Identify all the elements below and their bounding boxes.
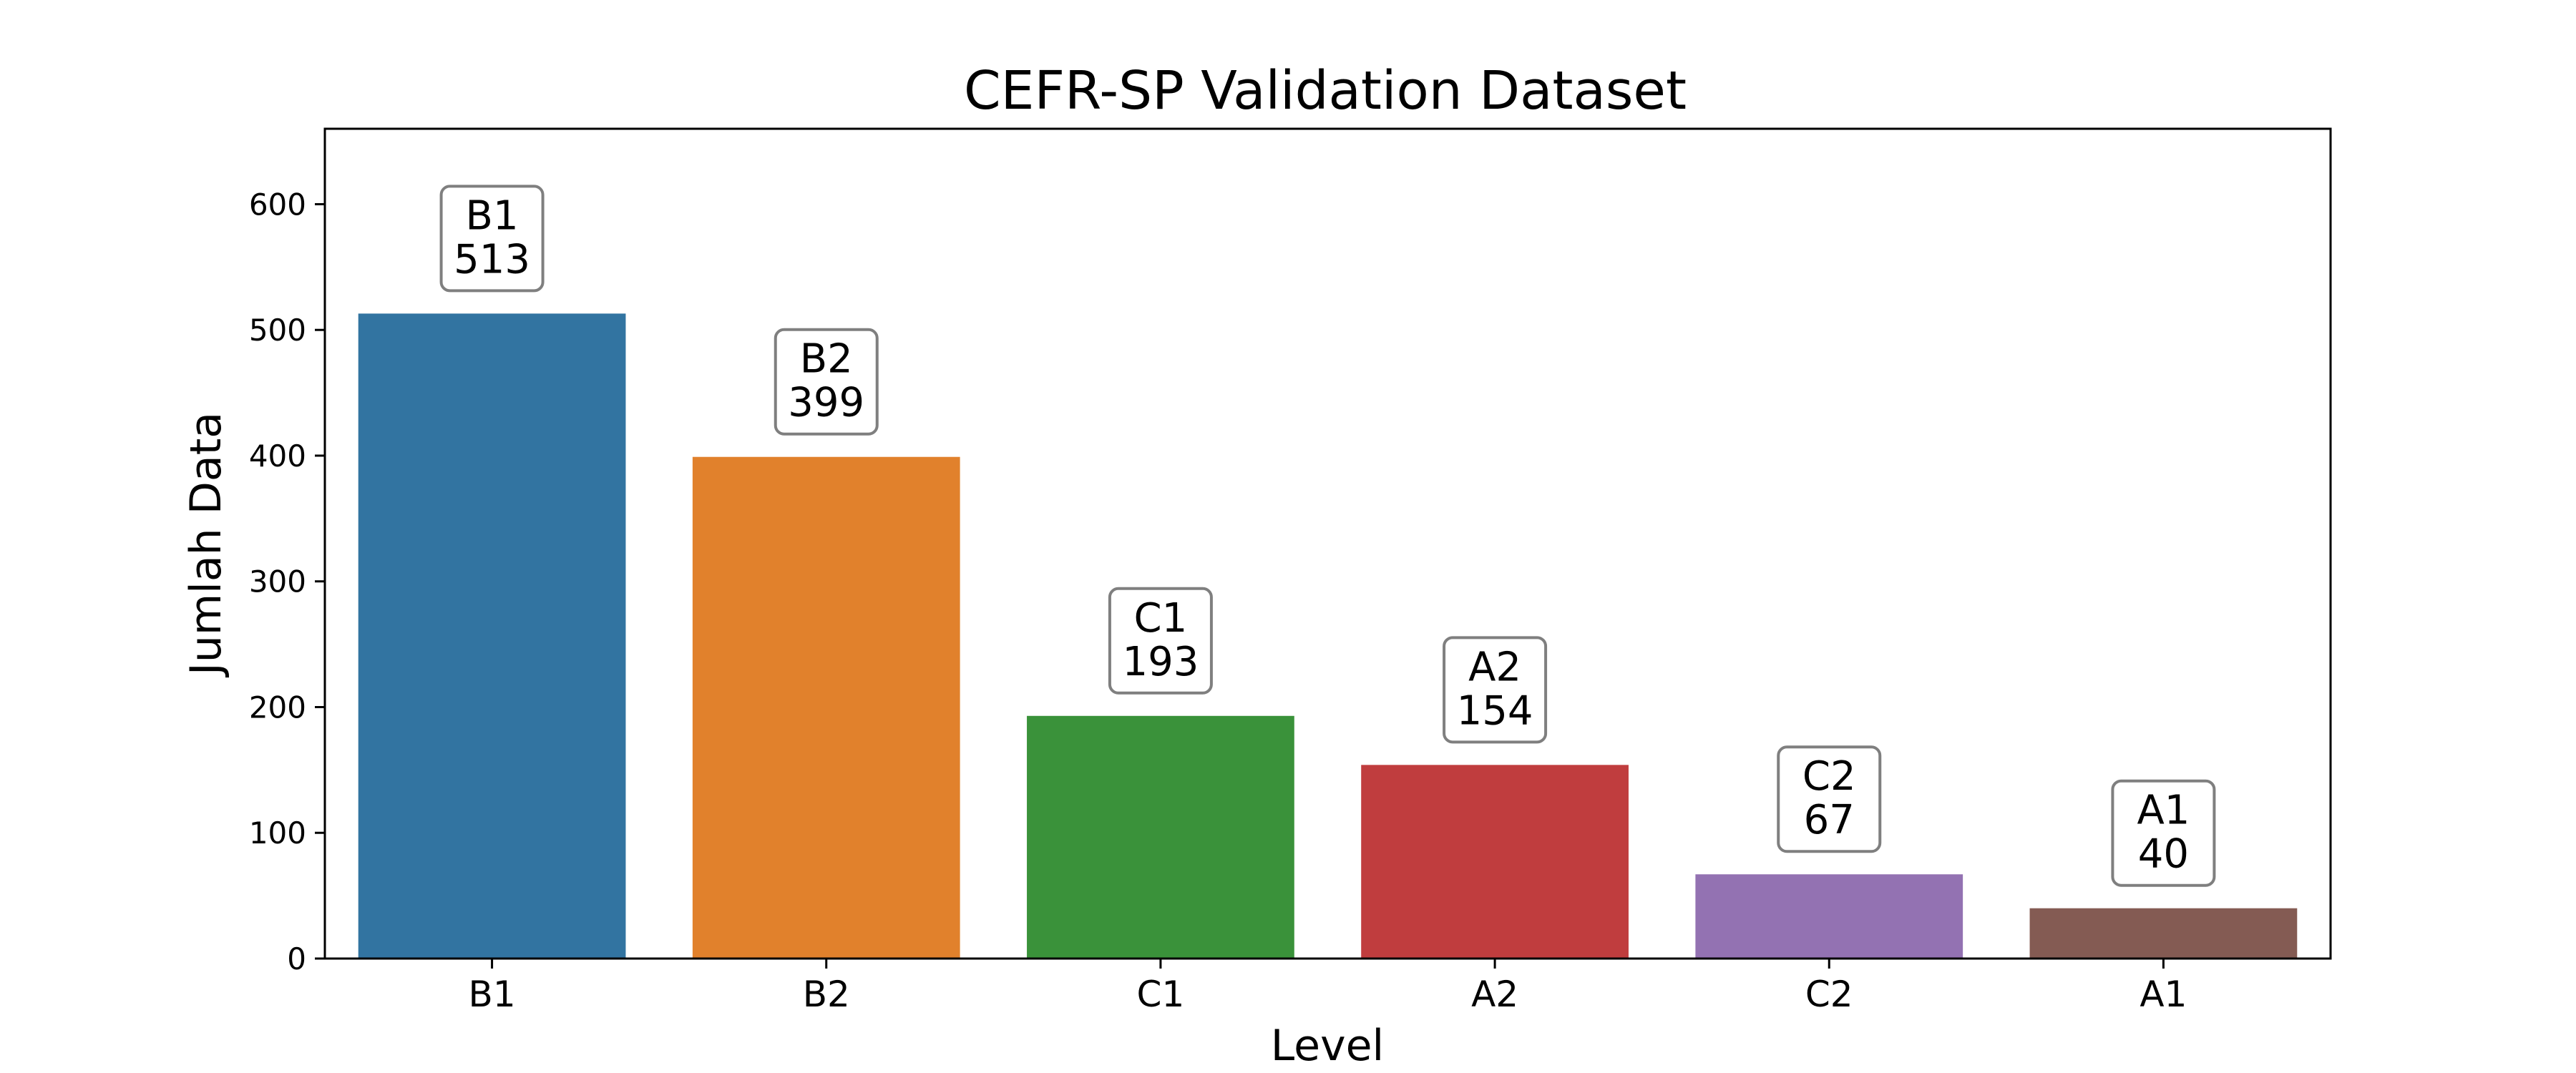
bar-c2	[1695, 874, 1963, 959]
data-label-value: 399	[788, 380, 864, 426]
y-tick-label: 400	[249, 438, 306, 474]
data-label-category: B1	[466, 192, 519, 239]
data-label-category: C2	[1802, 753, 1856, 800]
data-label-box	[1443, 636, 1548, 744]
data-label-category: B2	[800, 336, 853, 383]
data-label-box	[1108, 587, 1213, 695]
data-label-value: 67	[1804, 797, 1855, 843]
data-label-value: 40	[2138, 831, 2189, 878]
x-axis-label: Level	[1271, 1021, 1384, 1071]
axes-frame	[323, 127, 2332, 960]
y-tick-label: 0	[287, 941, 306, 976]
y-tick-label: 100	[249, 815, 306, 851]
x-tick-label: B2	[803, 974, 850, 1015]
x-tick-label: A2	[1471, 974, 1518, 1015]
data-label-value: 513	[454, 236, 530, 283]
bar-b2	[692, 456, 960, 959]
bar-a1	[2029, 908, 2298, 959]
data-label-value: 154	[1457, 687, 1533, 734]
y-axis-label: Jumlah Data	[181, 412, 231, 678]
x-tick-label: B1	[469, 974, 516, 1015]
y-tick-label: 600	[249, 187, 306, 222]
data-label-box	[439, 185, 545, 293]
chart-title: CEFR-SP Validation Dataset	[964, 60, 1687, 122]
bar-c1	[1027, 715, 1294, 959]
y-tick-label: 300	[249, 564, 306, 599]
data-label-category: C1	[1134, 595, 1188, 642]
x-tick-label: C1	[1137, 974, 1185, 1015]
plot-area: 0100200300400500600B1B1513B2B2399C1C1193…	[249, 185, 2298, 1015]
x-tick-label: A1	[2140, 974, 2187, 1015]
data-label-category: A1	[2137, 788, 2190, 834]
data-label-box	[774, 328, 879, 436]
data-label-box	[1777, 745, 1882, 853]
y-tick-label: 200	[249, 690, 306, 725]
data-label-box	[2111, 779, 2216, 887]
data-label-category: A2	[1468, 644, 1521, 690]
y-tick-label: 500	[249, 313, 306, 348]
data-label-value: 193	[1122, 639, 1199, 685]
bar-b1	[358, 313, 626, 959]
bar-a2	[1361, 765, 1629, 959]
x-tick-label: C2	[1805, 974, 1853, 1015]
